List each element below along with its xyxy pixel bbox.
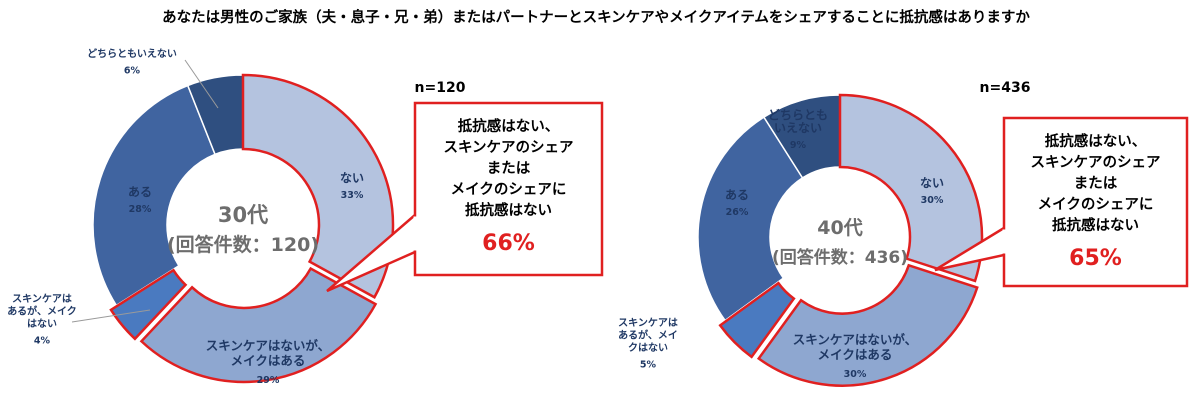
- slice-label-0: ない 30%: [920, 176, 944, 206]
- callout-text-line-4: 抵抗感はない: [465, 201, 552, 219]
- callout-box: [1002, 116, 1189, 288]
- slice-pct-4: 6%: [124, 66, 141, 77]
- callout-text-line-3: メイクのシェアに: [451, 181, 567, 198]
- callout-text-line-2: または: [1074, 175, 1118, 192]
- slice-pct-2: 4%: [34, 336, 51, 347]
- slice-label-3-line-0: ある: [128, 185, 152, 199]
- slice-3: [92, 84, 216, 307]
- slice-label-1-line-0: スキンケアはないが、: [793, 332, 917, 347]
- slice-pct-2: 5%: [640, 360, 657, 371]
- slice-label-0-line-0: ない: [920, 176, 944, 190]
- slice-pct-0: 30%: [921, 195, 944, 206]
- center-label-age: 40代: [817, 217, 862, 239]
- slice-label-2-line-1: あるが、メイク: [7, 305, 77, 318]
- center-label-count: (回答件数：436): [772, 247, 908, 268]
- slice-label-2-line-0: スキンケアは: [12, 293, 72, 305]
- slice-pct-3: 28%: [129, 204, 152, 215]
- slice-label-0: ない 33%: [340, 171, 364, 201]
- slice-1: [757, 264, 979, 387]
- slice-label-3-line-0: ある: [725, 188, 749, 202]
- callout-text-line-2: または: [487, 160, 531, 177]
- center-label-age: 30代: [218, 203, 268, 227]
- highlight-slice-2: [109, 268, 188, 341]
- leader-line-4: [184, 59, 219, 109]
- slice-label-0-line-0: ない: [340, 171, 364, 185]
- slice-label-1: スキンケアはないが、メイクはある 29%: [206, 338, 330, 386]
- highlight-outline: [109, 73, 395, 384]
- callout-box: [413, 101, 604, 277]
- slice-label-4-line-1: いえない: [774, 121, 822, 135]
- callout-text-line-1: スキンケアのシェア: [1030, 154, 1160, 171]
- highlight-slice-0: [241, 73, 395, 299]
- center-label-count: (回答件数：120): [167, 233, 319, 256]
- donut-40s: 40代 (回答件数：436) n=436 ない 30% スキンケアはないが、メイクはある 3…: [618, 80, 1189, 387]
- slice-pct-1: 30%: [844, 369, 867, 380]
- highlight-slice-1: [756, 263, 979, 387]
- highlight-slice-2: [718, 281, 796, 359]
- callout-text-line-0: 抵抗感はない、: [1045, 132, 1147, 150]
- slice-label-2-line-2: はない: [27, 318, 57, 330]
- slice-label-3: ある 28%: [128, 185, 152, 215]
- highlight-outline: [718, 93, 984, 387]
- highlight-slice-0: [838, 93, 984, 283]
- slice-label-3: ある 26%: [725, 188, 749, 218]
- callout-text-line-3: メイクのシェアに: [1038, 196, 1154, 213]
- n-label: n=120: [415, 80, 466, 96]
- slice-label-1: スキンケアはないが、メイクはある 30%: [793, 332, 917, 380]
- slice-label-4-line-0: どちらとも: [768, 108, 828, 122]
- slice-pct-0: 33%: [341, 190, 364, 201]
- slice-label-2-line-2: クはない: [628, 342, 668, 354]
- slice-pct-4: 9%: [790, 140, 807, 151]
- callout-text-line-1: スキンケアのシェア: [443, 139, 573, 156]
- slice-label-4-line-0: どちらともいえない: [87, 47, 177, 60]
- slice-3: [697, 116, 804, 322]
- slice-label-1-line-0: スキンケアはないが、: [206, 338, 330, 353]
- leader-line-2: [71, 309, 151, 323]
- slice-pct-3: 26%: [726, 207, 749, 218]
- callout-value: 65%: [1069, 246, 1122, 271]
- callout-text-line-0: 抵抗感はない、: [458, 117, 560, 135]
- callout-value: 66%: [482, 231, 535, 256]
- slice-label-2-line-1: あるが、メイ: [618, 329, 678, 342]
- chart-title: あなたは男性のご家族（夫・息子・兄・弟）またはパートナーとスキンケアやメイクアイ…: [162, 8, 1030, 26]
- slice-pct-1: 29%: [257, 375, 280, 386]
- slice-label-1-line-1: メイクはある: [231, 353, 306, 368]
- highlight-slice-1: [139, 266, 378, 384]
- callout-text-line-4: 抵抗感はない: [1052, 216, 1139, 234]
- slice-label-1-line-1: メイクはある: [818, 347, 893, 362]
- slice-label-4: どちらともいえない 6%: [87, 47, 219, 109]
- n-label: n=436: [980, 80, 1031, 96]
- slice-label-2-line-0: スキンケアは: [618, 317, 678, 329]
- slice-label-4: どちらともいえない 9%: [768, 108, 828, 151]
- donut-30s: 30代 (回答件数：120) n=120 ない 33% スキンケアはないが、メイクはある 2…: [7, 47, 604, 386]
